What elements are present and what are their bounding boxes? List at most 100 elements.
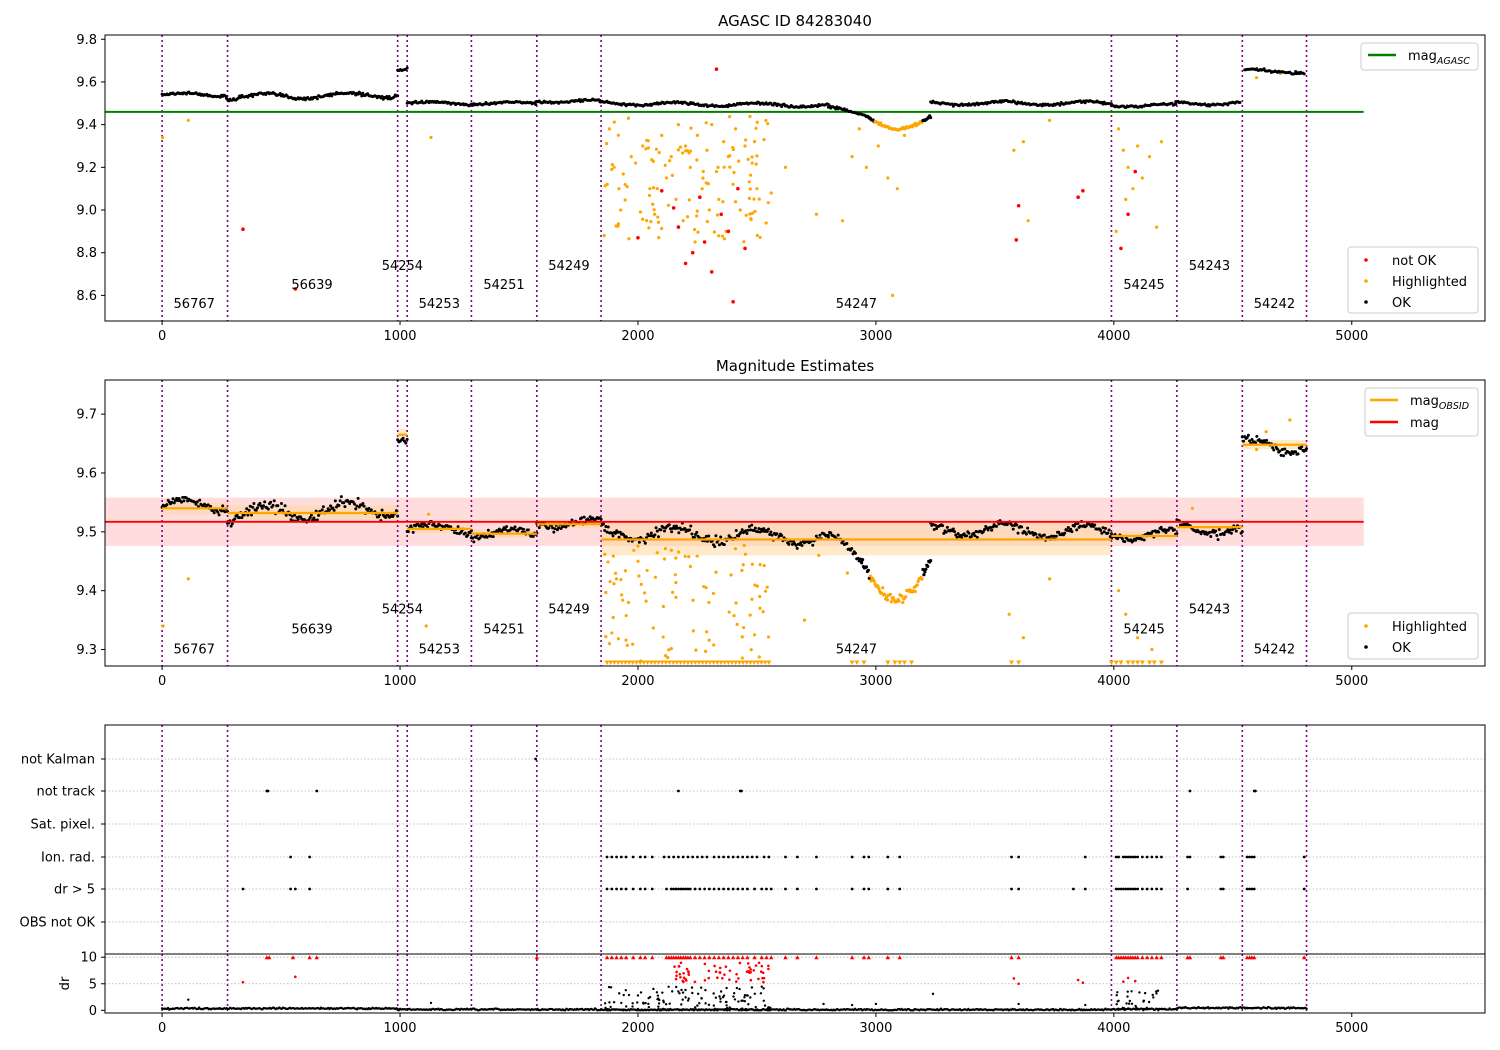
- dr-ok-point: [759, 992, 763, 995]
- ok-point: [562, 524, 566, 528]
- ok-point: [667, 523, 671, 527]
- clipped-low-marker: [861, 660, 867, 666]
- ok-point: [941, 524, 945, 528]
- legend-highlighted-label: Highlighted: [1392, 275, 1467, 290]
- y-tick-label: 9.5: [76, 525, 97, 540]
- ok-point: [184, 496, 188, 500]
- highlighted-point: [769, 191, 773, 195]
- clipped-low-marker: [622, 660, 628, 666]
- dr-not-ok-point: [728, 978, 731, 981]
- not-ok-point: [731, 299, 735, 304]
- ok-point: [981, 530, 985, 534]
- flag-point: [1131, 887, 1135, 891]
- highlighted-point: [701, 176, 705, 180]
- dr-ok-point: [699, 986, 703, 989]
- legend-mag-agasc-subscript: AGASC: [1436, 56, 1470, 67]
- not-ok-point: [719, 212, 724, 217]
- flag-point: [731, 855, 735, 859]
- legend-highlighted-swatch: [1364, 624, 1368, 628]
- highlighted-point: [1147, 155, 1152, 159]
- ok-point: [688, 528, 692, 532]
- x-tick-label: 3000: [859, 329, 892, 344]
- ok-point: [557, 526, 561, 530]
- highlighted-point: [623, 569, 628, 573]
- clipped-low-marker: [1130, 660, 1136, 666]
- highlighted-point: [1155, 225, 1159, 229]
- flag-point: [1126, 887, 1130, 891]
- highlighted-point: [667, 648, 671, 652]
- ok-point: [1229, 531, 1233, 535]
- highlighted-point: [733, 200, 738, 204]
- highlighted-point: [701, 169, 705, 174]
- flag-point: [1145, 855, 1149, 859]
- highlighted-point: [694, 648, 698, 652]
- dr-ok-point: [725, 1006, 729, 1010]
- highlighted-point: [678, 145, 683, 149]
- ok-point: [945, 525, 949, 529]
- flag-point: [698, 887, 702, 891]
- highlighted-point: [705, 220, 709, 224]
- ok-point: [317, 513, 321, 517]
- dr-not-ok-point: [707, 976, 711, 980]
- flag-point: [691, 855, 695, 859]
- ok-point: [1283, 447, 1287, 451]
- flag-point: [1302, 855, 1306, 859]
- dr-capped-marker: [795, 955, 800, 960]
- highlighted-point: [758, 594, 762, 599]
- highlighted-point: [897, 599, 901, 603]
- flag-point: [765, 887, 768, 891]
- dr-not-ok-point: [1012, 977, 1016, 980]
- ok-point: [1305, 447, 1309, 451]
- ok-point: [233, 517, 237, 521]
- dr-capped-marker: [650, 955, 655, 960]
- ok-point: [173, 499, 177, 503]
- ok-point: [802, 541, 806, 545]
- highlighted-point: [670, 590, 675, 595]
- flag-point: [308, 887, 312, 891]
- ok-point: [242, 513, 246, 517]
- dr-not-ok-point: [1076, 978, 1080, 982]
- dr-not-ok-point: [767, 967, 770, 971]
- clipped-low-marker: [703, 660, 709, 666]
- highlighted-point: [765, 585, 769, 589]
- dr-axis-label: dr: [58, 976, 73, 990]
- ok-point: [668, 527, 672, 531]
- highlighted-point: [669, 155, 673, 159]
- highlighted-point: [613, 571, 618, 575]
- ok-point: [357, 505, 361, 509]
- ok-point: [362, 504, 366, 508]
- highlighted-point: [754, 162, 758, 166]
- highlighted-point: [626, 600, 631, 605]
- flag-point: [1121, 855, 1125, 859]
- flag-point: [686, 887, 690, 891]
- ok-point: [922, 573, 926, 577]
- highlighted-point: [655, 186, 659, 191]
- dr-not-ok-point: [682, 971, 685, 975]
- dr-ok-point: [609, 1005, 612, 1009]
- highlighted-point: [1131, 187, 1135, 191]
- highlighted-point: [761, 610, 765, 614]
- flag-point: [681, 887, 685, 891]
- x-tick-label: 0: [158, 1021, 166, 1036]
- dr-not-ok-point: [673, 965, 676, 968]
- ok-point: [252, 502, 256, 506]
- dr-capped-marker: [604, 955, 610, 960]
- highlighted-point: [886, 176, 890, 180]
- flag-point: [731, 887, 735, 891]
- flag-point: [795, 855, 799, 859]
- dr-ok-point: [743, 996, 746, 999]
- highlighted-point: [674, 595, 678, 599]
- x-tick-label: 3000: [859, 674, 892, 689]
- dr-ok-point: [712, 1004, 716, 1007]
- ok-point: [522, 527, 526, 531]
- legend-not-ok-label: not OK: [1392, 254, 1437, 269]
- ok-point: [238, 516, 242, 520]
- flag-point: [1136, 887, 1140, 891]
- clipped-low-marker: [633, 660, 639, 666]
- highlighted-point: [161, 624, 165, 628]
- ok-point: [637, 540, 641, 544]
- highlighted-point: [619, 208, 623, 212]
- flag-category-label: not track: [36, 785, 95, 800]
- dr-ok-point: [684, 996, 687, 999]
- ok-point: [198, 498, 202, 502]
